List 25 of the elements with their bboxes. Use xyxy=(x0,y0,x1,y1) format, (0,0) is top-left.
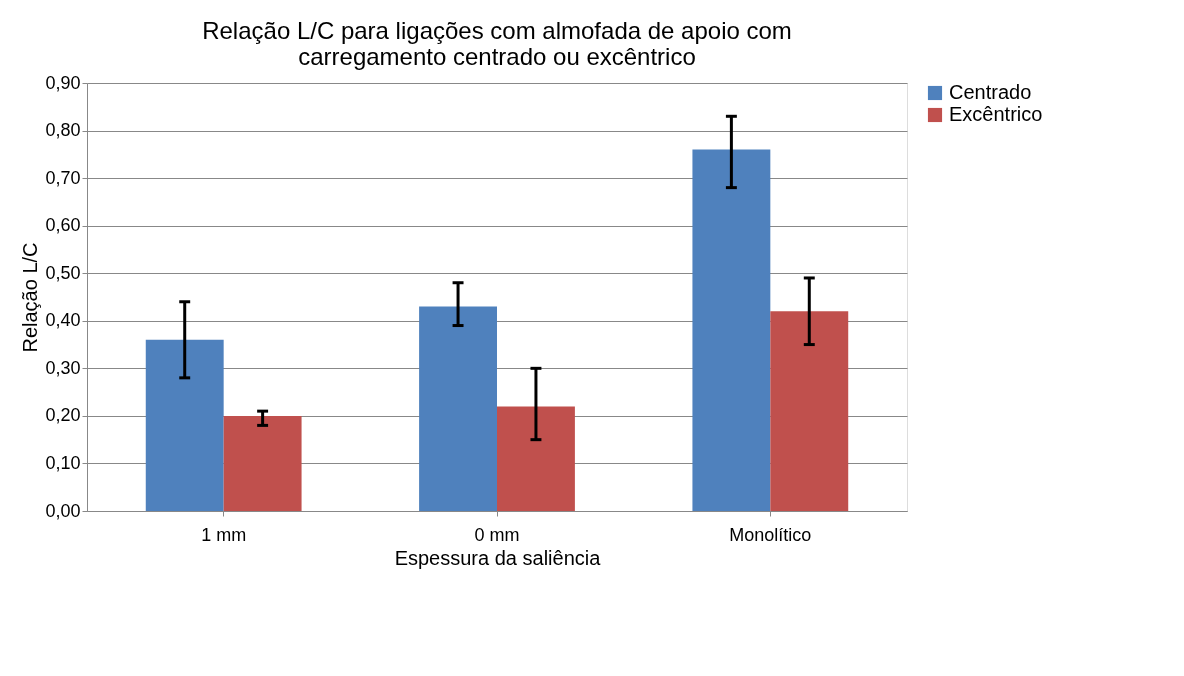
y-tick-label: 0,90 xyxy=(45,72,81,93)
y-tick-label: 0,80 xyxy=(45,120,81,141)
x-tick-label: 1 mm xyxy=(201,524,247,545)
bar xyxy=(145,339,224,511)
y-tick-label: 0,30 xyxy=(45,357,81,378)
y-tick-label: 0,10 xyxy=(45,452,81,473)
y-tick-label: 0,50 xyxy=(45,262,81,283)
bar xyxy=(419,306,497,511)
y-tick-label: 0,70 xyxy=(45,167,81,188)
legend-label: Centrado xyxy=(949,81,1032,103)
y-tick-label: 0,40 xyxy=(45,310,81,331)
bar xyxy=(692,149,771,511)
text: Relação L/C para ligações com almofada de apoio com xyxy=(202,17,792,44)
legend-label: Excêntrico xyxy=(949,103,1043,125)
y-tick-label: 0,00 xyxy=(45,500,81,521)
bar xyxy=(497,406,575,511)
x-tick-label: Monolítico xyxy=(729,524,812,545)
y-axis-title: Relação L/C xyxy=(19,242,42,353)
bar xyxy=(770,311,849,511)
x-axis-title: Espessura da saliência xyxy=(394,546,602,569)
text: carregamento centrado ou excêntrico xyxy=(298,43,696,70)
y-tick-label: 0,20 xyxy=(45,405,81,426)
x-tick-label: 0 mm xyxy=(474,524,520,545)
bar xyxy=(223,415,302,511)
y-tick-label: 0,60 xyxy=(45,215,81,236)
